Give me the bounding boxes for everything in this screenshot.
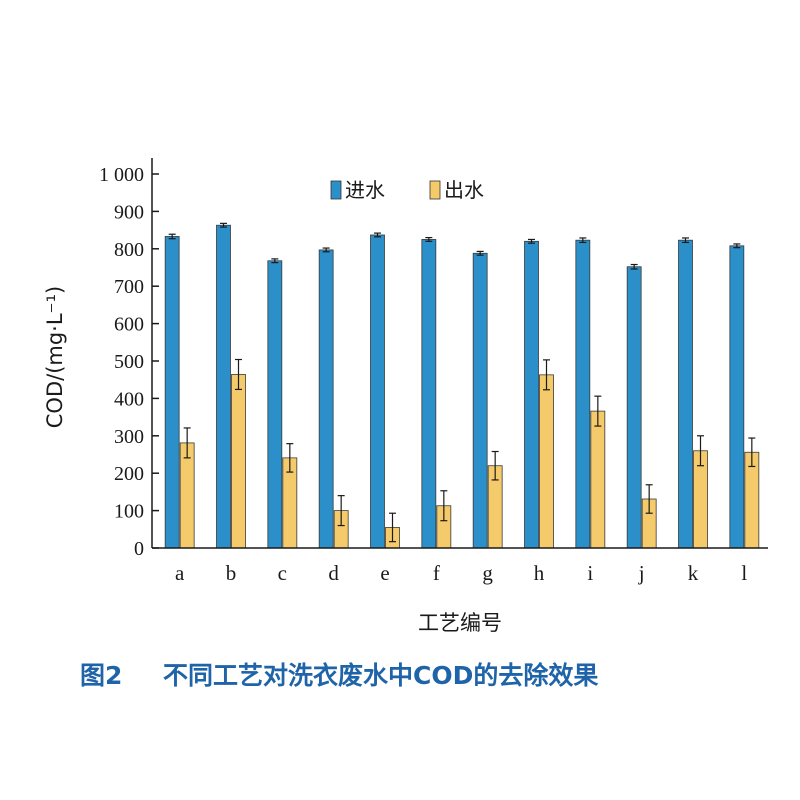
x-category-label-a: a (175, 561, 185, 585)
bar-outflow-h (539, 374, 554, 549)
x-category-label-i: i (587, 561, 593, 585)
bar-outflow-i (590, 410, 606, 549)
bar-inflow-j (626, 266, 642, 549)
bar-inflow-h (524, 240, 539, 549)
y-axis-ticks: 0 100 200 300 400 500 600 700 800 900 1 000 (99, 164, 159, 560)
y-tick-label: 900 (114, 201, 144, 223)
legend-swatch-inflow (330, 180, 342, 200)
bar-inflow-c (267, 260, 283, 549)
bar-inflow-g (472, 252, 488, 549)
legend-label-inflow: 进水 (345, 178, 385, 202)
legend: 进水 出水 (330, 178, 484, 202)
y-tick-label: 400 (114, 388, 144, 410)
bar-inflow-k (678, 239, 693, 549)
x-axis-title: 工艺编号 (418, 611, 502, 635)
x-category-label-f: f (433, 561, 440, 585)
y-axis-title: COD/(mg·L⁻¹) (43, 286, 67, 429)
y-tick-label: 600 (114, 314, 144, 336)
figure-caption-label: 图2 (80, 661, 122, 690)
y-tick-label: 800 (114, 239, 144, 261)
bar-inflow-d (318, 249, 334, 549)
bar-inflow-e (370, 234, 385, 549)
legend-swatch-outflow (429, 180, 441, 200)
x-category-label-g: g (482, 561, 493, 585)
y-tick-label: 200 (114, 463, 144, 485)
bar-inflow-l (729, 245, 745, 549)
x-category-label-c: c (278, 561, 287, 585)
x-category-label-l: l (741, 561, 747, 585)
x-category-label-k: k (688, 561, 699, 585)
bar-group (164, 222, 760, 549)
bar-inflow-b (216, 224, 231, 549)
y-tick-label: 300 (114, 426, 144, 448)
x-axis-category-labels: a b c d e f g h i j k l (175, 561, 747, 585)
bar-inflow-a (164, 236, 180, 549)
y-tick-label: 500 (114, 351, 144, 373)
bar-outflow-a (179, 442, 195, 549)
x-category-label-d: d (328, 561, 339, 585)
bar-outflow-b (231, 374, 246, 549)
y-tick-label: 700 (114, 276, 144, 298)
x-category-label-h: h (534, 561, 545, 585)
y-tick-label: 0 (134, 538, 144, 560)
x-category-label-e: e (380, 561, 389, 585)
legend-label-outflow: 出水 (444, 178, 484, 202)
y-tick-label: 100 (114, 501, 144, 523)
x-category-label-j: j (638, 561, 645, 585)
bar-inflow-f (421, 239, 437, 549)
y-tick-label: 1 000 (99, 164, 144, 186)
bar-inflow-i (575, 239, 591, 549)
x-category-label-b: b (226, 561, 237, 585)
figure-caption-text: 不同工艺对洗衣废水中COD的去除效果 (163, 661, 598, 690)
